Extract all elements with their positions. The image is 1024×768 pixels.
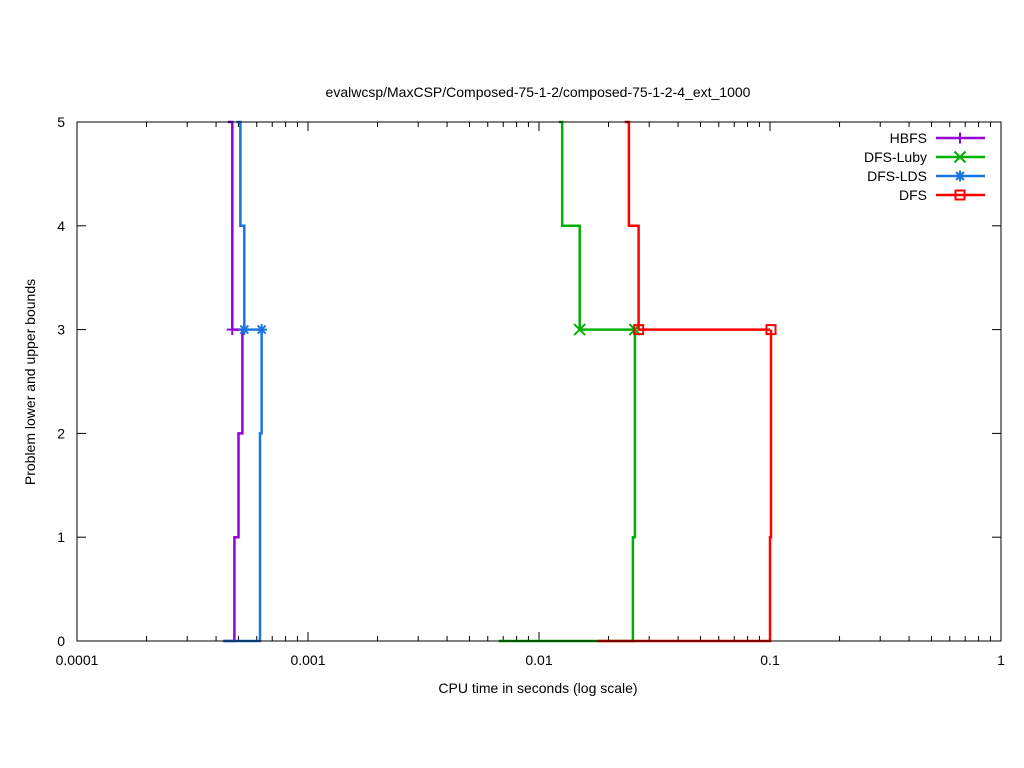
series-dfs-lds-marker — [256, 324, 268, 336]
y-tick-label: 4 — [57, 218, 65, 234]
series-hbfs-upper-bound-line — [227, 120, 234, 330]
y-tick-label: 1 — [57, 529, 65, 545]
series-dfs-lds-marker — [238, 324, 250, 336]
series-dfs-luby-marker — [573, 323, 586, 336]
series-dfs-marker — [765, 324, 777, 336]
plot-frame — [76, 121, 1002, 642]
series-hbfs-lower-bound-line — [223, 328, 244, 643]
series-dfs-lds — [223, 120, 268, 643]
legend-label-dfs: DFS — [899, 187, 927, 203]
y-tick-label: 5 — [57, 114, 65, 130]
series-dfs-luby-upper-bound-line — [558, 120, 635, 331]
chart-title: evalwcsp/MaxCSP/Composed-75-1-2/composed… — [326, 84, 751, 100]
x-tick-label: 0.01 — [525, 652, 552, 668]
series-dfs — [598, 120, 777, 643]
series-dfs-luby — [498, 120, 642, 643]
y-tick-label: 2 — [57, 425, 65, 441]
series-dfs-lds-upper-bound-line — [236, 120, 262, 331]
series-dfs-lower-bound-line — [598, 329, 773, 643]
y-axis-label: Problem lower and upper bounds — [22, 279, 38, 485]
legend-label-dfs-luby: DFS-Luby — [864, 149, 927, 165]
legend-marker-dfs-lds — [954, 170, 966, 182]
x-tick-label: 0.0001 — [56, 652, 99, 668]
x-axis-label: CPU time in seconds (log scale) — [438, 680, 637, 696]
series-dfs-marker — [633, 324, 645, 336]
legend-marker-dfs — [954, 189, 966, 201]
x-tick-label: 0.001 — [290, 652, 325, 668]
legend-label-hbfs: HBFS — [890, 130, 927, 146]
x-tick-label: 1 — [997, 652, 1005, 668]
legend-label-dfs-lds: DFS-LDS — [867, 168, 927, 184]
series-hbfs-marker — [226, 324, 238, 336]
series-dfs-upper-bound-line — [624, 120, 770, 331]
x-tick-label: 0.1 — [760, 652, 780, 668]
axis-ticks: 0.0001 0.001 0.01 0.1 1 0 1 2 3 4 5 — [56, 114, 1006, 668]
series-dfs-luby-lower-bound-line — [498, 329, 637, 643]
y-tick-label: 0 — [57, 633, 65, 649]
series-layer — [223, 120, 777, 643]
y-tick-label: 3 — [57, 322, 65, 338]
legend-marker-hbfs — [954, 132, 966, 144]
legend-marker-dfs-luby — [953, 150, 967, 164]
legend: HBFS DFS-Luby DFS-LDS DFS — [864, 130, 985, 203]
